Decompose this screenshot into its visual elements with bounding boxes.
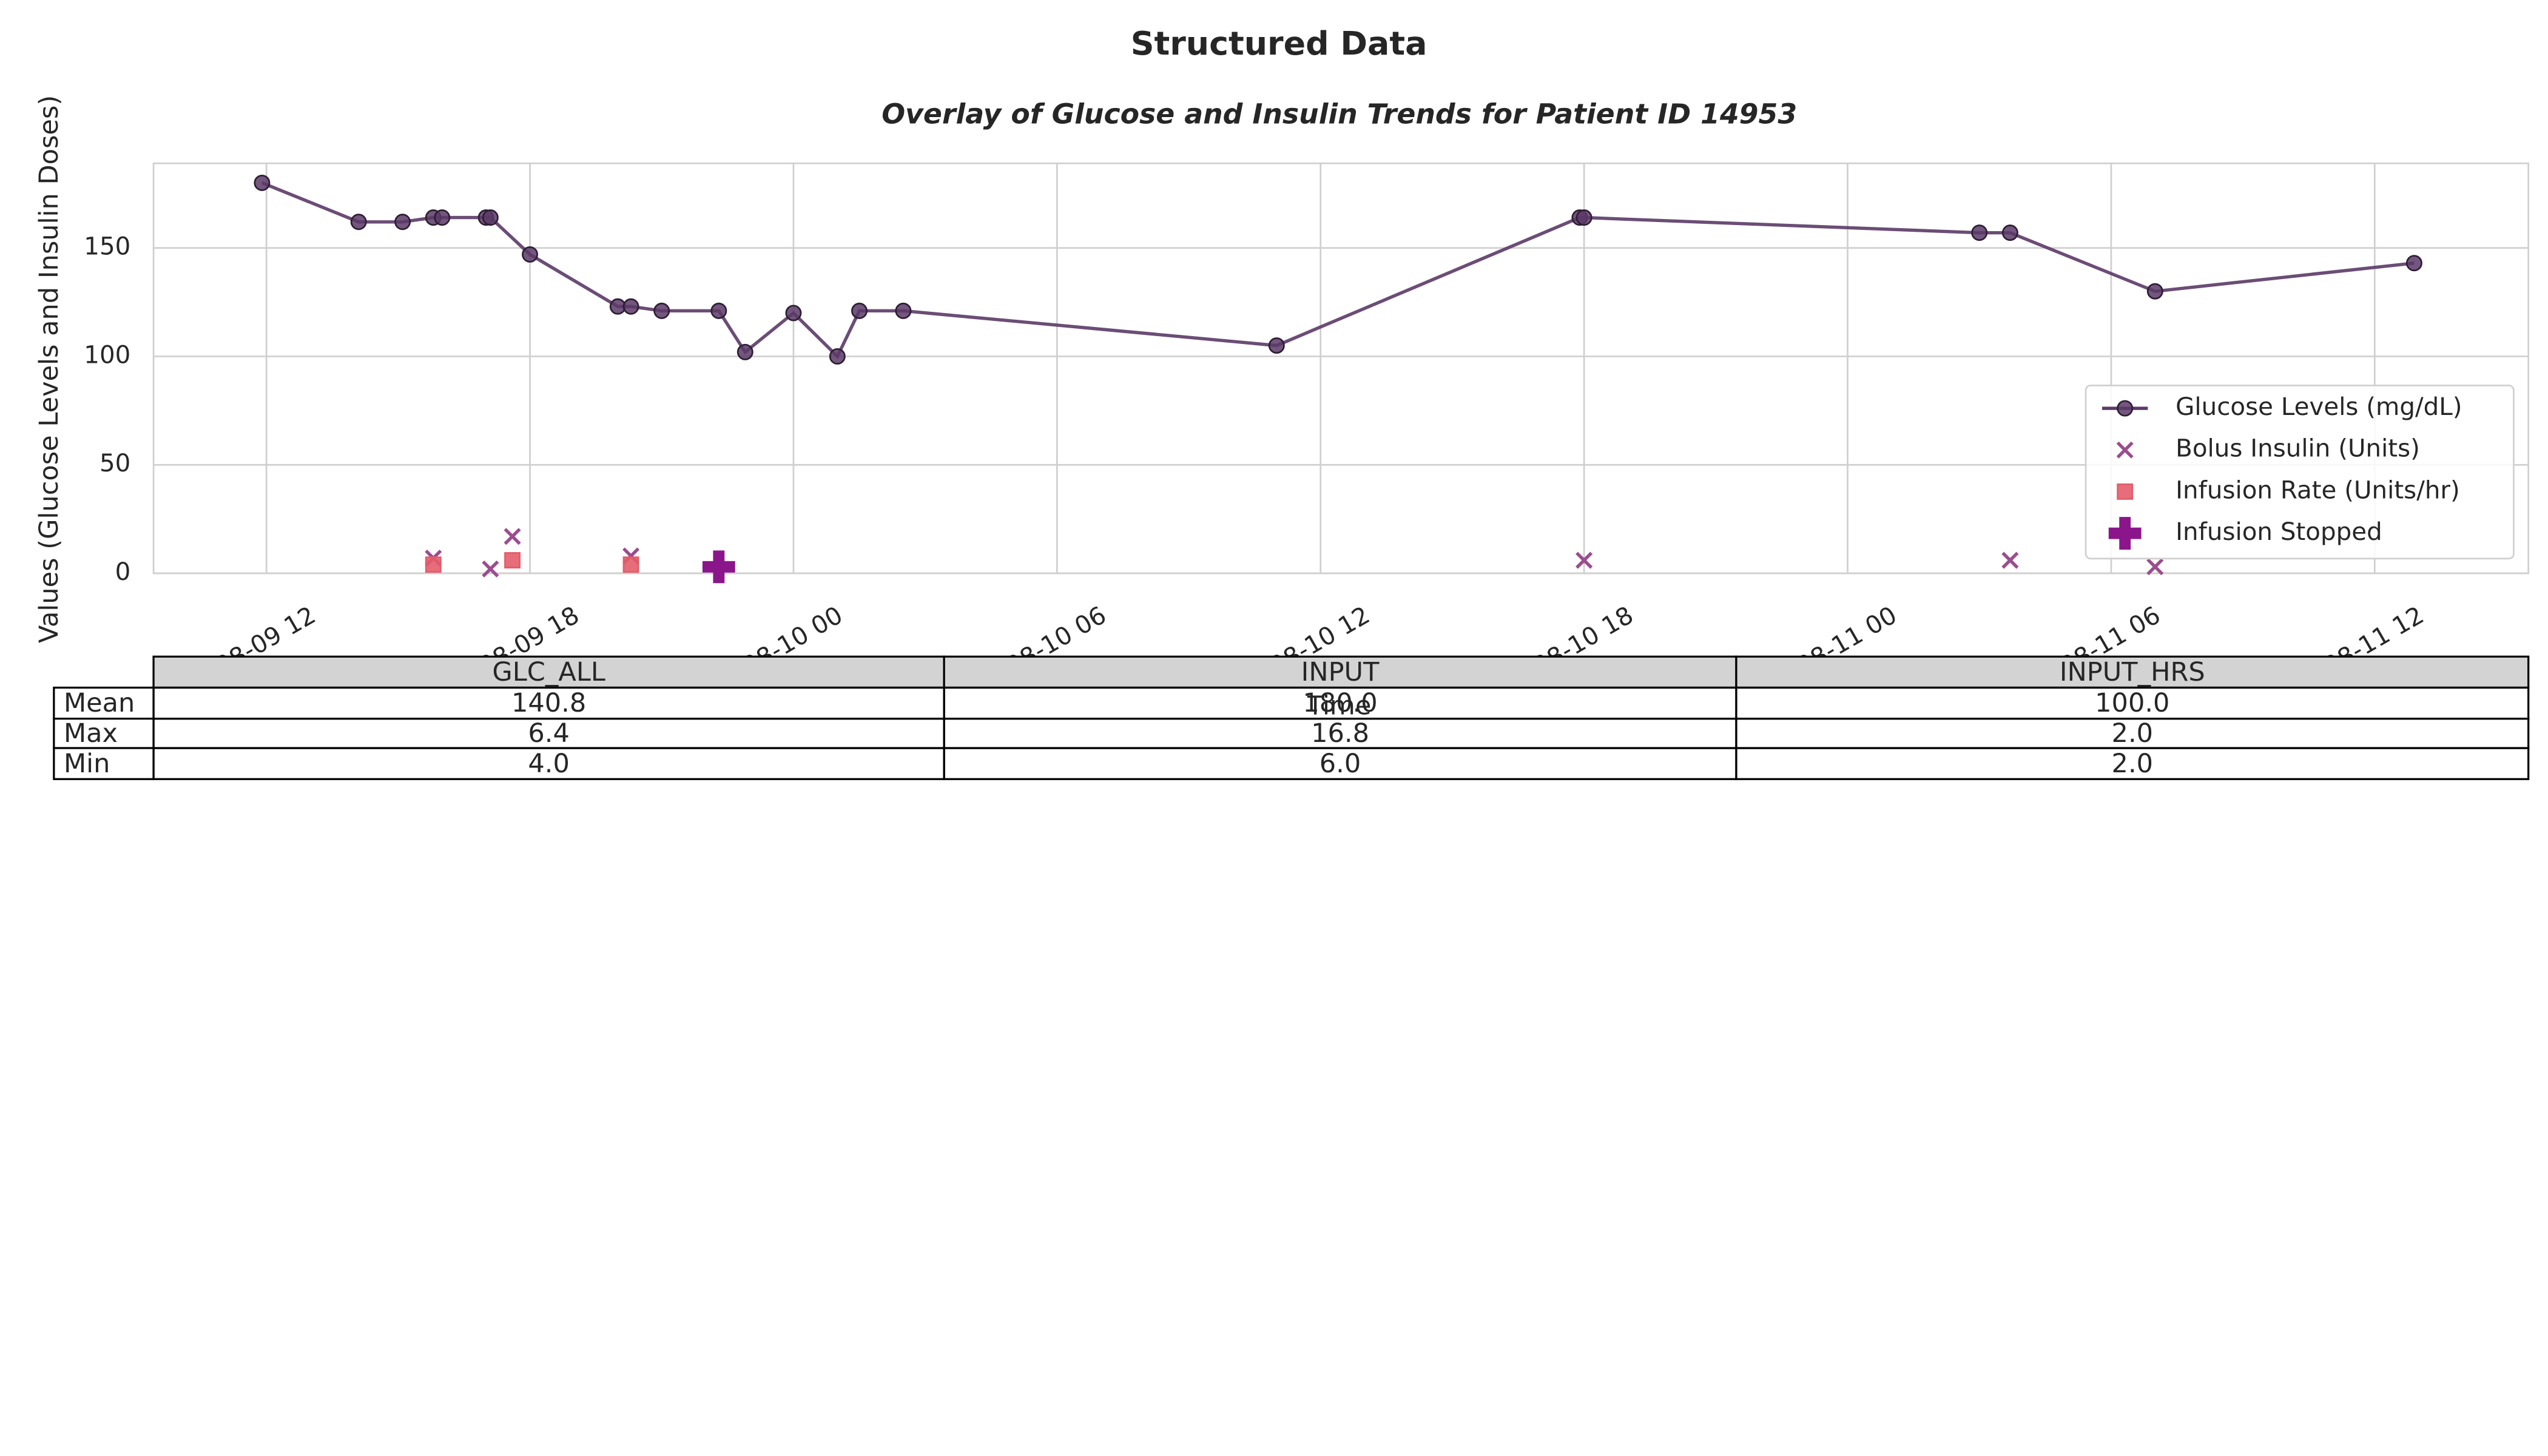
legend-label: Glucose Levels (mg/dL) [2176,393,2462,421]
table-cell-text: 140.8 [511,688,586,718]
marker [394,214,411,231]
marker [653,302,670,319]
legend-marker [2117,400,2134,417]
table-row-label: Min [64,749,110,779]
marker [2146,558,2164,576]
legend-box [2085,385,2515,560]
marker [736,343,753,360]
legend-marker [2117,483,2134,500]
marker [504,552,521,569]
marker [829,348,846,365]
table-header: GLC_ALL [492,657,605,687]
y-tick-label: 50 [99,449,130,477]
marker [2405,255,2422,272]
marker [851,302,868,319]
marker [895,302,912,319]
table-header: INPUT_HRS [2060,657,2205,687]
marker [710,302,727,319]
marker [482,560,499,578]
table-cell-text: 4.0 [528,749,569,779]
table-cell-text: 16.8 [1311,718,1369,749]
legend-marker [2116,441,2134,459]
marker [1576,551,1593,569]
marker [254,174,271,191]
chart-title: Overlay of Glucose and Insulin Trends fo… [881,98,1797,130]
marker [504,528,521,545]
table-header-cell [152,655,945,689]
y-tick-label: 100 [84,340,130,369]
x-axis-label: Time [1307,690,1371,721]
marker [482,209,499,226]
table-cell-text: 180.0 [1303,688,1377,718]
table-cell-text: 2.0 [2112,749,2153,779]
table-cell-text: 2.0 [2112,718,2153,749]
legend-label: Infusion Stopped [2176,517,2382,546]
marker [785,305,802,322]
legend-marker [2108,517,2142,550]
legend-label: Infusion Rate (Units/hr) [2176,476,2460,504]
table-cell-text: 6.0 [1320,749,1361,779]
marker [522,246,539,263]
suptitle: Structured Data [1131,24,1427,62]
table-header: INPUT [1301,657,1380,687]
marker [1971,224,1988,241]
marker [622,298,639,315]
marker [434,209,451,226]
marker [702,550,735,584]
legend-label: Bolus Insulin (Units) [2176,434,2420,463]
table-row-label-cell [53,747,155,780]
marker [1268,337,1285,354]
table-cell-text: 100.0 [2095,688,2169,718]
table-cell [1735,747,2530,780]
table-cell-text: 6.4 [528,718,569,749]
y-tick-label: 150 [84,232,130,261]
marker [2001,224,2018,241]
marker [2001,551,2019,569]
y-axis-label: Values (Glucose Levels and Insulin Doses… [34,95,64,643]
marker [622,556,639,573]
marker [1576,209,1592,226]
marker [2146,283,2163,300]
series-line [261,181,2415,360]
table-row-label: Mean [64,688,135,718]
marker [350,214,367,231]
table-row-label: Max [64,718,118,749]
table-row-label-cell [53,686,155,720]
y-tick-label: 0 [115,558,131,586]
marker [425,556,442,573]
